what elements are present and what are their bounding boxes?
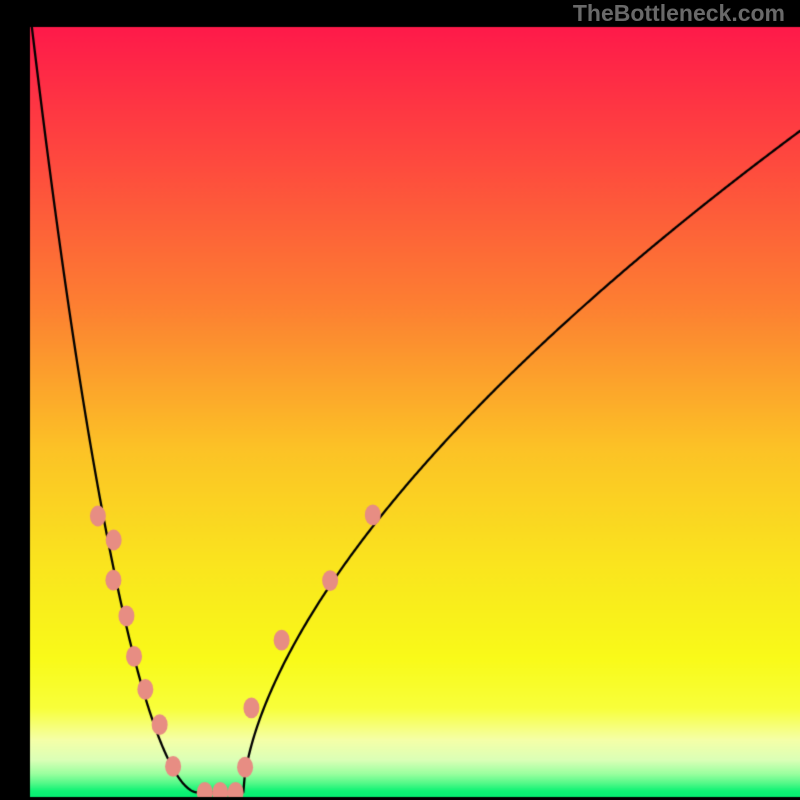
watermark-text: TheBottleneck.com xyxy=(573,0,785,27)
bottleneck-chart-canvas xyxy=(0,0,800,800)
